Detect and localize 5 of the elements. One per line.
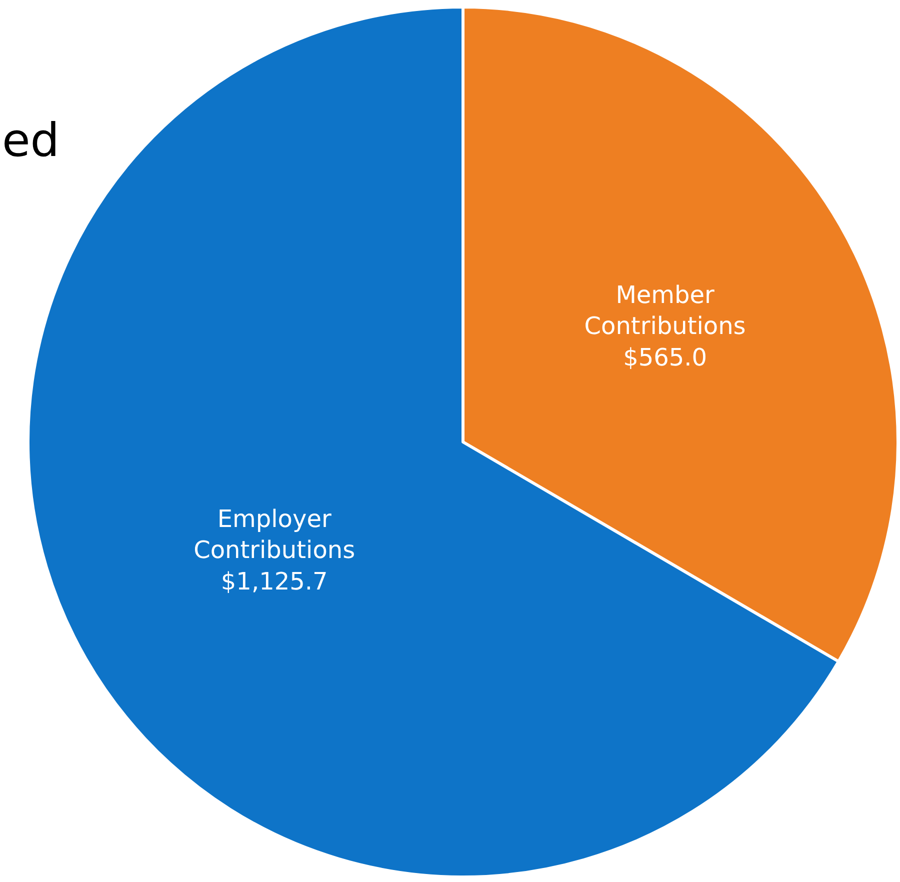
- text: ed: [2, 113, 60, 168]
- data-label: $565.0: [623, 343, 708, 372]
- slice-label: Employer Contributions: [194, 505, 356, 564]
- data-label: $1,125.7: [220, 567, 328, 596]
- slice-label: Member Contributions: [584, 280, 746, 340]
